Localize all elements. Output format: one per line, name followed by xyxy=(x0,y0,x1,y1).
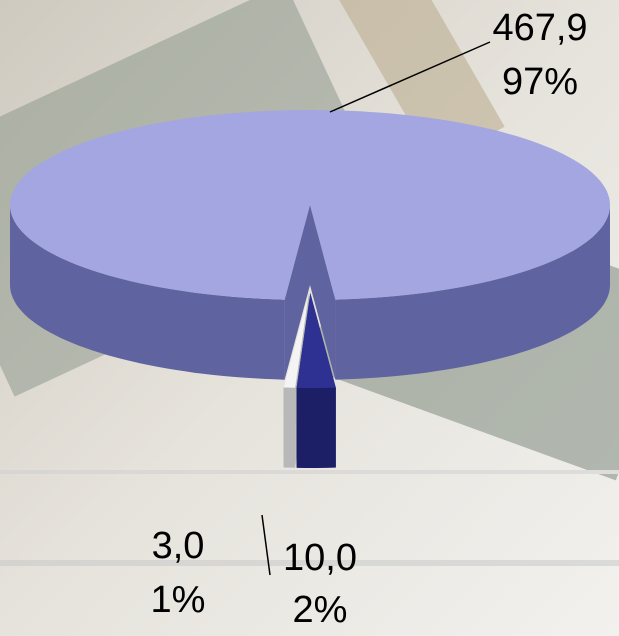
slice-top xyxy=(296,293,336,388)
leader-line xyxy=(329,41,491,113)
slice xyxy=(10,110,610,380)
pie xyxy=(10,110,610,468)
slice-cut-face xyxy=(284,205,310,380)
value-label: 10,0 xyxy=(283,537,357,579)
value-label: 467,9 xyxy=(492,7,587,49)
slice xyxy=(296,293,336,468)
percent-label: 1% xyxy=(151,579,206,621)
value-label: 3,0 xyxy=(152,525,205,567)
slice-cut-face xyxy=(310,205,336,380)
percent-label: 97% xyxy=(502,61,578,103)
slice-side xyxy=(10,205,285,380)
leader-line xyxy=(261,514,271,576)
slice-side xyxy=(335,205,610,380)
slice-top xyxy=(283,292,309,388)
slice-top xyxy=(10,110,610,300)
slice-side xyxy=(296,387,336,468)
percent-label: 2% xyxy=(293,589,348,631)
slice-side xyxy=(283,387,296,468)
